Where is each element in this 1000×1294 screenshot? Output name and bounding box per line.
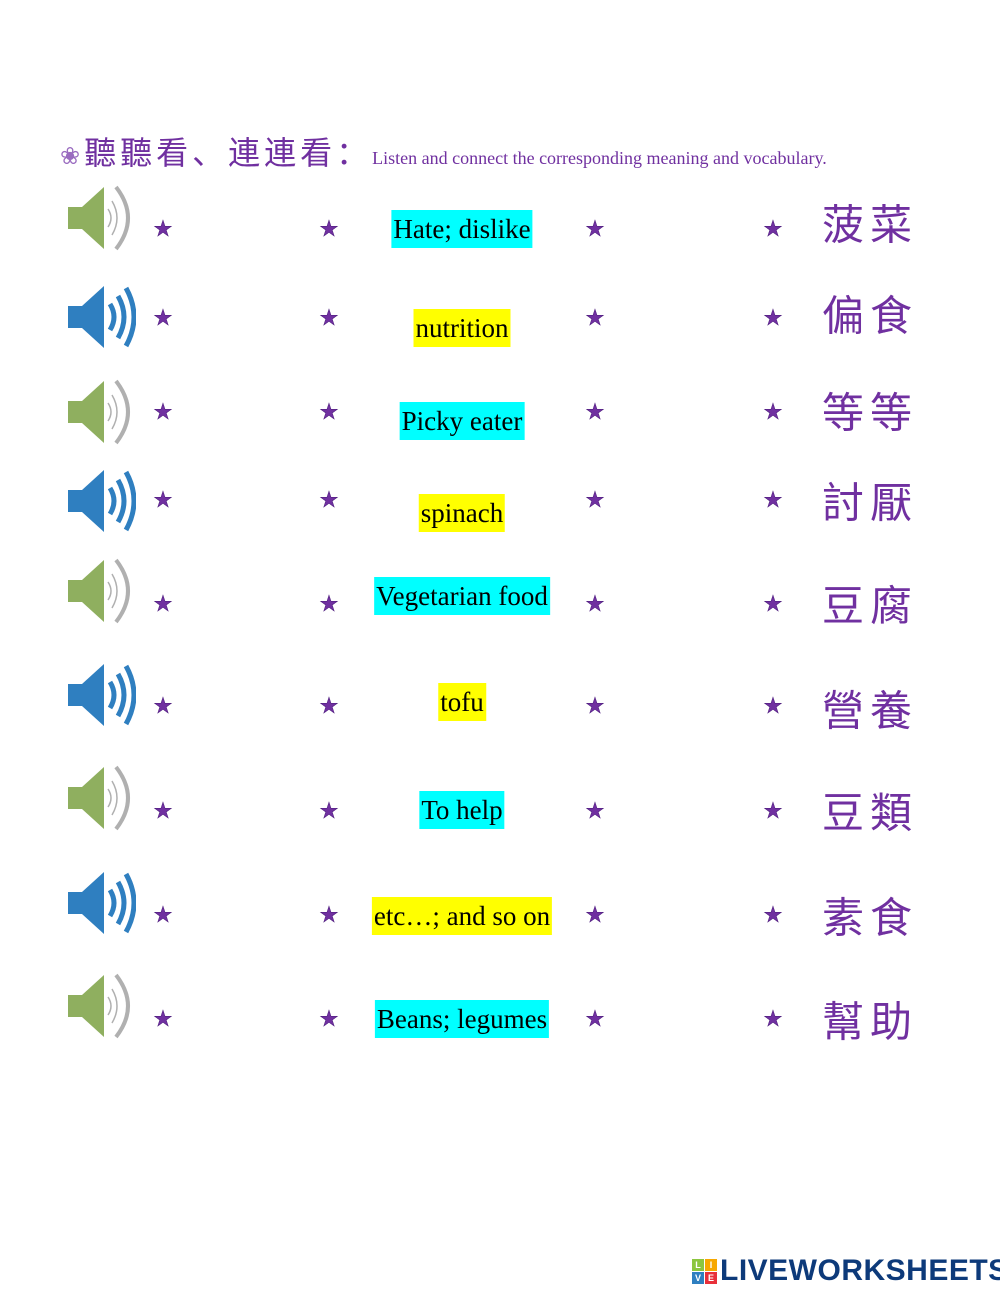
- logo-block: L: [692, 1258, 704, 1271]
- chinese-vocabulary: 豆腐: [822, 581, 919, 631]
- logo-block: I: [705, 1258, 717, 1271]
- chinese-vocabulary: 等等: [822, 388, 919, 438]
- logo-block: E: [705, 1271, 717, 1284]
- connect-dot-star-icon[interactable]: ★: [585, 693, 605, 719]
- connect-dot-star-icon[interactable]: ★: [763, 487, 783, 513]
- connect-dot-star-icon[interactable]: ★: [319, 693, 339, 719]
- chinese-vocabulary: 營養: [822, 686, 919, 736]
- speaker-icon[interactable]: [66, 556, 136, 626]
- connect-dot-star-icon[interactable]: ★: [319, 305, 339, 331]
- connect-dot-star-icon[interactable]: ★: [153, 902, 173, 928]
- connect-dot-star-icon[interactable]: ★: [763, 591, 783, 617]
- speaker-icon[interactable]: [66, 282, 136, 352]
- connect-dot-star-icon[interactable]: ★: [153, 216, 173, 242]
- english-meaning: Hate; dislike: [391, 210, 533, 248]
- connect-dot-star-icon[interactable]: ★: [585, 487, 605, 513]
- connect-dot-star-icon[interactable]: ★: [319, 487, 339, 513]
- english-meaning: tofu: [438, 683, 486, 721]
- connect-dot-star-icon[interactable]: ★: [585, 1006, 605, 1032]
- speaker-icon[interactable]: [66, 868, 136, 938]
- logo-blocks: L I V E: [692, 1258, 717, 1284]
- flower-icon: ❀: [60, 144, 81, 170]
- speaker-icon[interactable]: [66, 763, 136, 833]
- logo-block: V: [692, 1271, 704, 1284]
- chinese-vocabulary: 幫助: [822, 997, 919, 1047]
- connect-dot-star-icon[interactable]: ★: [319, 902, 339, 928]
- english-meaning: nutrition: [413, 309, 511, 347]
- connect-dot-star-icon[interactable]: ★: [585, 399, 605, 425]
- connect-dot-star-icon[interactable]: ★: [153, 798, 173, 824]
- speaker-icon[interactable]: [66, 183, 136, 253]
- instruction-title: ❀ 聽聽看、連連看：Listen and connect the corresp…: [60, 128, 827, 174]
- english-meaning: Beans; legumes: [374, 1000, 550, 1038]
- connect-dot-star-icon[interactable]: ★: [763, 798, 783, 824]
- connect-dot-star-icon[interactable]: ★: [763, 693, 783, 719]
- chinese-vocabulary: 討厭: [822, 478, 919, 528]
- chinese-vocabulary: 素食: [822, 893, 919, 943]
- speaker-icon[interactable]: [66, 971, 136, 1041]
- connect-dot-star-icon[interactable]: ★: [319, 399, 339, 425]
- connect-dot-star-icon[interactable]: ★: [153, 693, 173, 719]
- english-meaning: spinach: [418, 494, 506, 532]
- connect-dot-star-icon[interactable]: ★: [763, 216, 783, 242]
- connect-dot-star-icon[interactable]: ★: [763, 399, 783, 425]
- connect-dot-star-icon[interactable]: ★: [763, 305, 783, 331]
- connect-dot-star-icon[interactable]: ★: [585, 216, 605, 242]
- speaker-icon[interactable]: [66, 660, 136, 730]
- english-meaning: Vegetarian food: [374, 577, 550, 615]
- chinese-vocabulary: 偏食: [822, 291, 919, 341]
- connect-dot-star-icon[interactable]: ★: [153, 305, 173, 331]
- connect-dot-star-icon[interactable]: ★: [319, 591, 339, 617]
- connect-dot-star-icon[interactable]: ★: [153, 1006, 173, 1032]
- liveworksheets-logo: L I V E LIVEWORKSHEETS: [692, 1254, 1000, 1288]
- connect-dot-star-icon[interactable]: ★: [585, 305, 605, 331]
- connect-dot-star-icon[interactable]: ★: [319, 798, 339, 824]
- connect-dot-star-icon[interactable]: ★: [153, 487, 173, 513]
- english-meaning: Picky eater: [399, 402, 525, 440]
- connect-dot-star-icon[interactable]: ★: [763, 902, 783, 928]
- connect-dot-star-icon[interactable]: ★: [585, 902, 605, 928]
- speaker-icon[interactable]: [66, 377, 136, 447]
- logo-text: LIVEWORKSHEETS: [720, 1254, 1000, 1287]
- speaker-icon[interactable]: [66, 466, 136, 536]
- connect-dot-star-icon[interactable]: ★: [585, 591, 605, 617]
- chinese-vocabulary: 菠菜: [822, 200, 919, 250]
- chinese-vocabulary: 豆類: [822, 788, 919, 838]
- connect-dot-star-icon[interactable]: ★: [763, 1006, 783, 1032]
- english-meaning: etc…; and so on: [371, 897, 553, 935]
- connect-dot-star-icon[interactable]: ★: [153, 399, 173, 425]
- connect-dot-star-icon[interactable]: ★: [319, 1006, 339, 1032]
- title-chinese: 聽聽看、連連看：: [84, 135, 373, 171]
- english-meaning: To help: [419, 791, 505, 829]
- connect-dot-star-icon[interactable]: ★: [319, 216, 339, 242]
- title-english: Listen and connect the corresponding mea…: [372, 148, 827, 168]
- connect-dot-star-icon[interactable]: ★: [153, 591, 173, 617]
- connect-dot-star-icon[interactable]: ★: [585, 798, 605, 824]
